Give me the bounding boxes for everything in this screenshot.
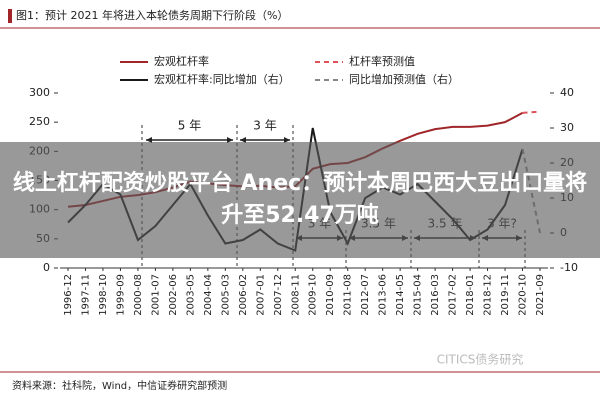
x-tick-label: 2021-09 <box>535 274 546 316</box>
x-tick-label: 2001-07 <box>150 274 161 316</box>
legend-label: 宏观杠杆率:同比增加（右） <box>154 72 290 86</box>
y-tick-label: 250 <box>29 115 50 128</box>
series-line <box>522 110 541 114</box>
x-tick-label: 1999-09 <box>115 274 126 316</box>
title-marker <box>8 9 12 23</box>
x-tick-label: 2007-12 <box>273 274 284 316</box>
x-tick-label: 2000-08 <box>133 274 144 316</box>
annotation: 3 年 <box>253 119 276 133</box>
x-tick-label: 2020-10 <box>518 274 529 316</box>
legend-label: 同比增加预测值（右） <box>349 72 459 86</box>
y-tick-label: 0 <box>43 261 50 274</box>
x-tick-label: 2019-11 <box>500 274 511 316</box>
x-tick-label: 2013-06 <box>378 274 389 316</box>
x-tick-label: 2018-12 <box>483 274 494 316</box>
x-tick-label: 2009-10 <box>308 274 319 316</box>
x-tick-label: 2011-08 <box>343 274 354 316</box>
watermark: CITICS债务研究 <box>437 352 524 367</box>
overlay-text: 线上杠杆配资炒股平台 Anec：预计本周巴西大豆出口量将升至52.47万吨 <box>12 171 588 228</box>
x-tick-label: 1997-11 <box>80 274 91 316</box>
source: 资料来源：社科院，Wind，中信证券研究部预测 <box>12 379 227 392</box>
x-tick-label: 2004-04 <box>203 274 214 316</box>
x-tick-label: 2010-09 <box>325 274 336 316</box>
y-tick-label: 300 <box>29 86 50 99</box>
legend-label: 杠杆率预测值 <box>349 54 415 68</box>
x-tick-label: 2008-11 <box>290 274 301 316</box>
y2-tick-label: -10 <box>560 261 578 274</box>
y2-tick-label: 40 <box>560 86 574 99</box>
x-tick-label: 1996-12 <box>63 274 74 316</box>
x-tick-label: 2002-06 <box>168 274 179 316</box>
overlay-banner: 线上杠杆配资炒股平台 Anec：预计本周巴西大豆出口量将升至52.47万吨 <box>0 142 600 258</box>
y2-tick-label: 30 <box>560 121 574 134</box>
legend-label: 宏观杠杆率 <box>154 54 209 68</box>
x-tick-label: 2003-05 <box>185 274 196 316</box>
x-tick-label: 2015-04 <box>413 274 424 316</box>
x-tick-label: 2016-03 <box>430 274 441 316</box>
x-tick-label: 2006-02 <box>238 274 249 316</box>
x-tick-label: 2012-07 <box>360 274 371 316</box>
x-tick-label: 2017-02 <box>448 274 459 316</box>
chart-title: 图1：预计 2021 年将进入本轮债务周期下行阶段（%） <box>16 8 288 22</box>
x-tick-label: 2018-01 <box>465 274 476 316</box>
x-tick-label: 2014-05 <box>395 274 406 316</box>
x-tick-label: 2005-03 <box>220 274 231 316</box>
annotation: 5 年 <box>178 119 201 133</box>
x-tick-label: 2007-01 <box>255 274 266 316</box>
x-tick-label: 1998-10 <box>98 274 109 316</box>
